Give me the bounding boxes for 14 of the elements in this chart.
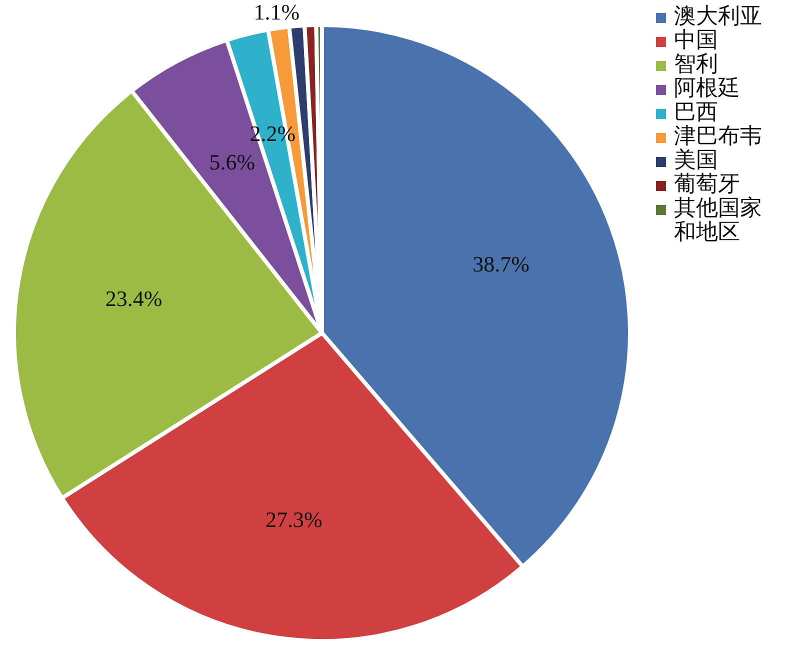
legend-label: 阿根廷 — [674, 75, 740, 100]
legend-label: 巴西 — [674, 99, 718, 124]
legend-label: 中国 — [674, 27, 718, 52]
legend-label: 其他国家和地区 — [674, 195, 762, 244]
legend-label: 津巴布韦 — [674, 123, 762, 148]
legend-label: 澳大利亚 — [674, 3, 762, 28]
legend-label: 葡萄牙 — [674, 171, 740, 196]
legend-label: 智利 — [674, 51, 718, 76]
legend-label: 美国 — [674, 147, 718, 172]
data-label: 1.1% — [254, 0, 300, 24]
data-label: 38.7% — [472, 252, 530, 277]
data-label: 27.3% — [265, 506, 322, 532]
data-label: 23.4% — [105, 286, 162, 311]
data-label: 5.6% — [209, 150, 256, 175]
